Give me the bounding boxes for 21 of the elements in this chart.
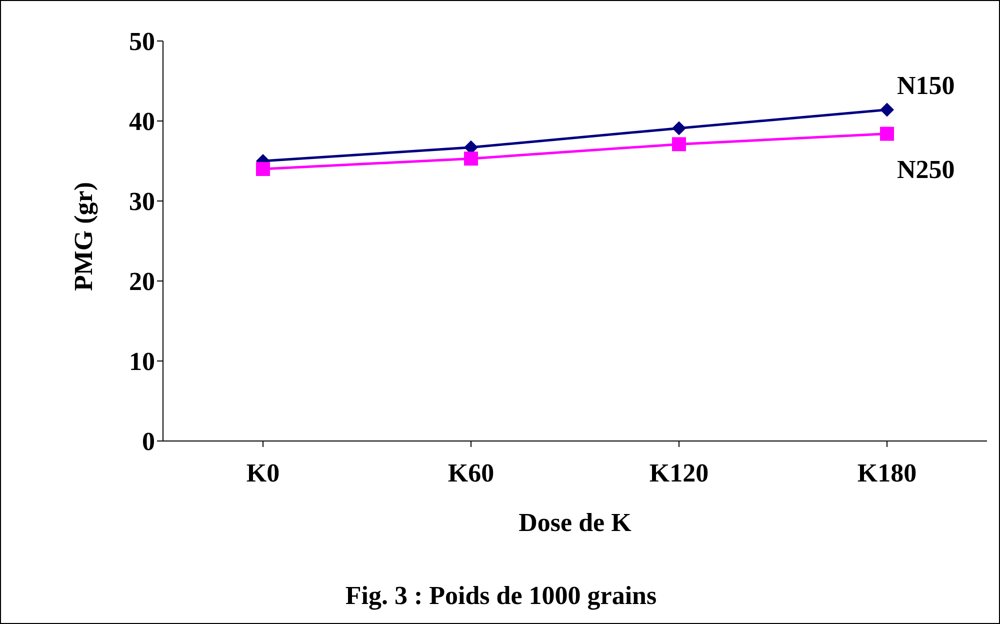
series-label: N150 <box>897 70 955 100</box>
point <box>672 121 686 136</box>
point <box>880 102 894 117</box>
point <box>256 162 270 176</box>
point <box>464 152 478 166</box>
y-tick-label: 50 <box>129 27 155 56</box>
point <box>880 126 894 141</box>
y-tick-label: 20 <box>129 267 155 296</box>
y-tick-label: 0 <box>142 427 155 456</box>
series-label: N250 <box>897 154 955 184</box>
x-axis-title: Dose de K <box>518 508 632 537</box>
y-axis-title: PMG (gr) <box>69 182 98 291</box>
point <box>672 137 686 152</box>
x-tick-label: K0 <box>246 458 280 488</box>
y-tick-label: 10 <box>129 347 155 376</box>
x-tick-label: K60 <box>448 458 494 488</box>
x-tick-label: K180 <box>857 458 917 488</box>
x-tick-label: K120 <box>649 458 709 488</box>
y-tick-label: 40 <box>129 107 155 136</box>
text: Fig. 3 : Poids de 1000 grains <box>344 581 658 611</box>
y-tick-label: 30 <box>129 187 155 216</box>
